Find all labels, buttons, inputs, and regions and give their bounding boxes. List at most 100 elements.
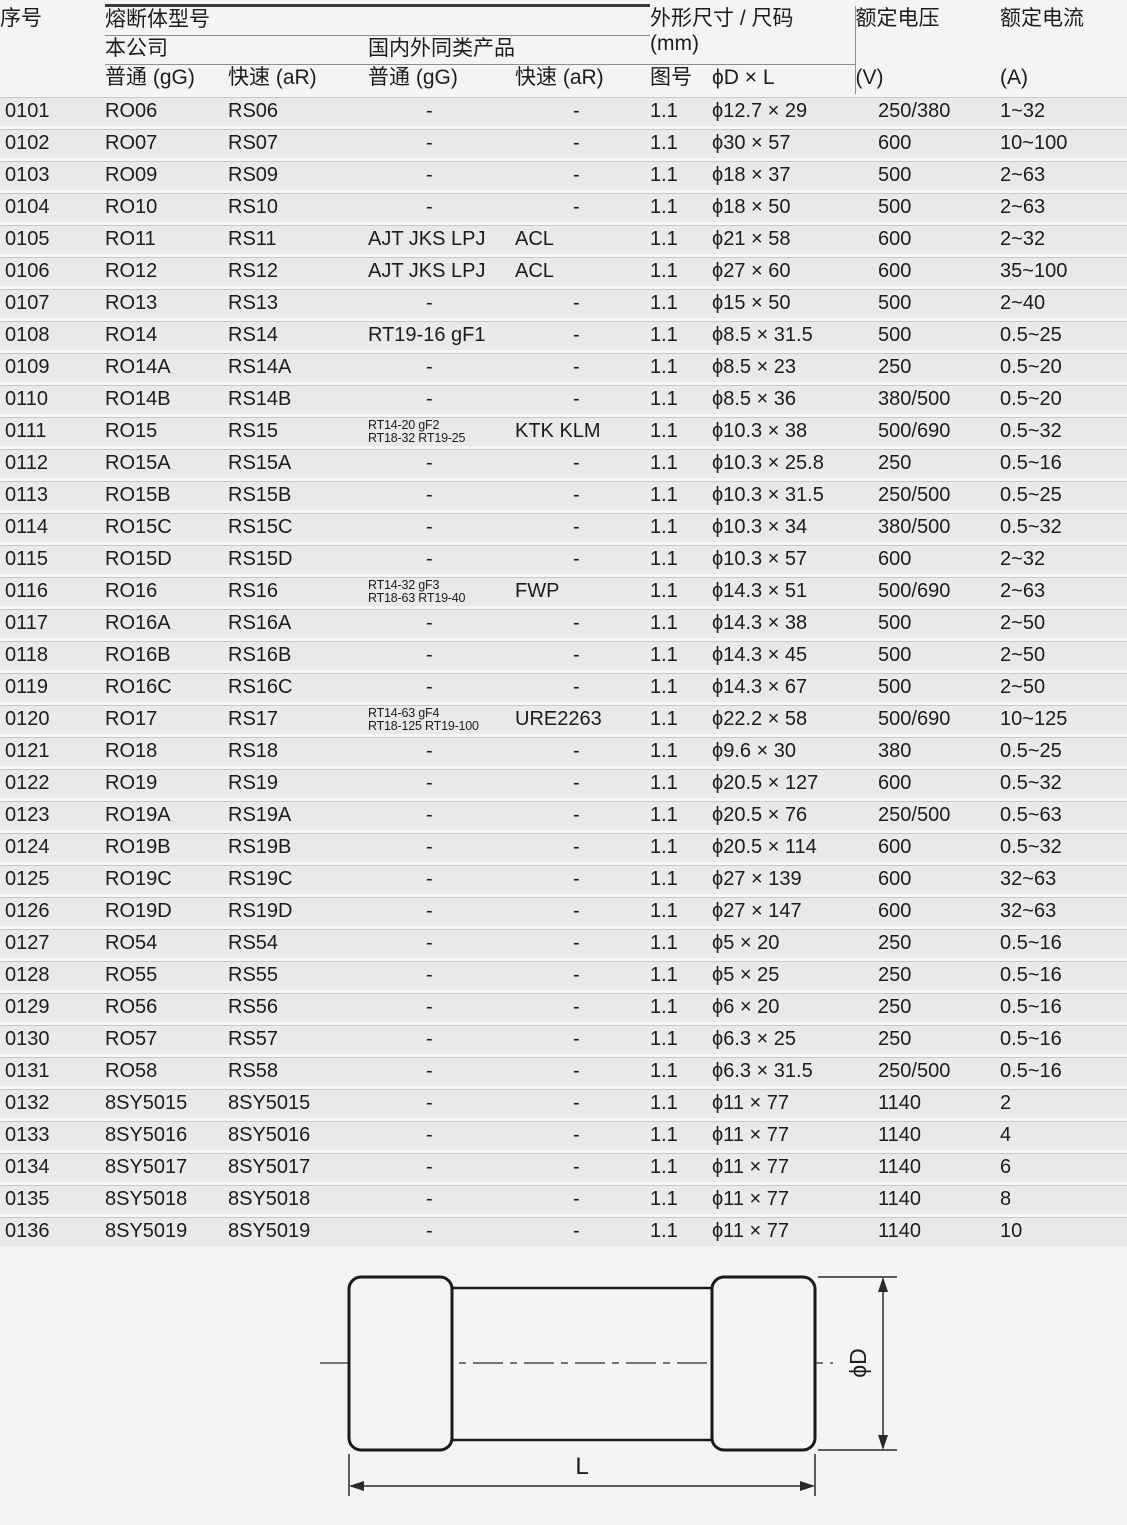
- table-cell: RS12: [228, 254, 368, 288]
- table-cell: RO11: [105, 222, 228, 256]
- table-cell: 250: [855, 446, 1001, 480]
- table-cell: RO15: [105, 414, 228, 448]
- table-cell: -: [515, 1054, 650, 1088]
- table-cell: -: [515, 126, 650, 160]
- table-cell: 1~32: [1000, 94, 1127, 128]
- table-cell: 500: [855, 158, 1001, 192]
- table-cell: -: [515, 926, 650, 960]
- table-cell: 600: [855, 894, 1001, 928]
- table-cell: RS19D: [228, 894, 368, 928]
- table-cell: 0111: [0, 414, 105, 448]
- table-cell: RS56: [228, 990, 368, 1024]
- table-cell: 0.5~16: [1000, 990, 1127, 1024]
- table-row: 0127 RO54 RS54- -1.1 ϕ5 × 20 250 0.5~16: [0, 926, 1127, 960]
- table-cell: 1.1: [650, 798, 712, 832]
- table-cell: RO10: [105, 190, 228, 224]
- table-cell: RS16: [228, 574, 368, 608]
- table-cell: 0135: [0, 1182, 105, 1216]
- table-cell: ϕ8.5 × 36: [712, 382, 856, 416]
- table-cell: 0110: [0, 382, 105, 416]
- table-cell: -: [368, 830, 515, 864]
- table-cell: ϕ6 × 20: [712, 990, 856, 1024]
- table-cell: 8SY5018: [228, 1182, 368, 1216]
- table-cell: KTK KLM: [515, 414, 650, 448]
- table-row: 0109 RO14A RS14A - -1.1 ϕ8.5 × 23 250 0.5~20: [0, 350, 1127, 384]
- table-cell: 0115: [0, 542, 105, 576]
- table-cell: ϕ18 × 37: [712, 158, 856, 192]
- table-cell: RT14-20 gF2 RT18-32 RT19-25: [368, 414, 515, 448]
- table-cell: -: [515, 958, 650, 992]
- table-cell: ϕ11 × 77: [712, 1118, 856, 1152]
- table-cell: 500: [855, 286, 1001, 320]
- table-cell: RS17: [228, 702, 368, 736]
- table-cell: -: [515, 1022, 650, 1056]
- table-header: 序号 熔断体型号 外形尺寸 / 尺码 (mm) 额定电压 额定电流 本公司 国内…: [0, 4, 1127, 97]
- header-company-group: 本公司: [105, 35, 368, 65]
- table-cell: 8SY5015: [228, 1086, 368, 1120]
- header-model-group: 熔断体型号: [105, 4, 650, 36]
- table-cell: RO15A: [105, 446, 228, 480]
- table-cell: 0118: [0, 638, 105, 672]
- table-cell: FWP: [515, 574, 650, 608]
- table-cell: RS55: [228, 958, 368, 992]
- table-cell: ϕ8.5 × 31.5: [712, 318, 856, 352]
- table-cell: ϕ10.3 × 57: [712, 542, 856, 576]
- arrow-left-icon: [349, 1481, 364, 1491]
- table-cell: ϕ11 × 77: [712, 1150, 856, 1184]
- header-voltage-unit: (V): [855, 64, 1001, 97]
- header-gg-similar: 普通 (gG): [368, 64, 515, 97]
- table-cell: 500: [855, 638, 1001, 672]
- table-cell: 0.5~32: [1000, 830, 1127, 864]
- table-cell: RO55: [105, 958, 228, 992]
- table-cell: 1.1: [650, 766, 712, 800]
- table-cell: 1.1: [650, 350, 712, 384]
- table-row: 0131 RO58 RS58- -1.1 ϕ6.3 × 31.5 250/500 0.5~1…: [0, 1054, 1127, 1088]
- table-cell: ϕ14.3 × 67: [712, 670, 856, 704]
- table-cell: 10: [1000, 1214, 1127, 1246]
- table-cell: RO15B: [105, 478, 228, 512]
- table-cell: 1140: [855, 1150, 1001, 1184]
- table-cell: 1.1: [650, 862, 712, 896]
- table-cell: 500: [855, 190, 1001, 224]
- table-row: 0134 8SY5017 8SY5017- -1.1 ϕ11 × 77 1140 6: [0, 1150, 1127, 1184]
- table-cell: 500/690: [855, 574, 1001, 608]
- table-cell: ϕ11 × 77: [712, 1086, 856, 1120]
- table-row: 0103 RO09 RS09- -1.1 ϕ18 × 37 500 2~63: [0, 158, 1127, 192]
- table-cell: 500: [855, 670, 1001, 704]
- table-cell: RS16B: [228, 638, 368, 672]
- table-cell: -: [368, 1182, 515, 1216]
- table-cell: ϕ14.3 × 45: [712, 638, 856, 672]
- table-cell: RO15C: [105, 510, 228, 544]
- table-cell: 10~125: [1000, 702, 1127, 736]
- table-cell: 1.1: [650, 638, 712, 672]
- table-cell: -: [368, 670, 515, 704]
- table-cell: ϕ11 × 77: [712, 1182, 856, 1216]
- table-cell: -: [515, 382, 650, 416]
- header-dimensions-group: 外形尺寸 / 尺码 (mm): [650, 5, 856, 65]
- table-cell: 1.1: [650, 222, 712, 256]
- table-cell: 1.1: [650, 990, 712, 1024]
- table-cell: 1.1: [650, 1022, 712, 1056]
- table-cell: RS14A: [228, 350, 368, 384]
- header-dimensions-line1: 外形尺寸 / 尺码: [650, 6, 794, 30]
- table-cell: 600: [855, 766, 1001, 800]
- fuse-cap-left: [347, 1275, 454, 1452]
- table-cell: ϕ11 × 77: [712, 1214, 856, 1246]
- table-cell: 0105: [0, 222, 105, 256]
- table-cell: 380: [855, 734, 1001, 768]
- table-row: 0114 RO15C RS15C - -1.1 ϕ10.3 × 34 380/500 0.5~…: [0, 510, 1127, 544]
- table-row: 0118 RO16B RS16B - -1.1 ϕ14.3 × 45 500 2~50: [0, 638, 1127, 672]
- header-dxl: ϕD × L: [712, 64, 856, 97]
- table-cell: 1.1: [650, 830, 712, 864]
- table-cell: ϕ18 × 50: [712, 190, 856, 224]
- table-cell: RO19C: [105, 862, 228, 896]
- table-cell: -: [368, 862, 515, 896]
- table-cell: 0.5~20: [1000, 382, 1127, 416]
- table-cell: 35~100: [1000, 254, 1127, 288]
- table-cell: 0108: [0, 318, 105, 352]
- table-cell: 380/500: [855, 510, 1001, 544]
- table-cell: 0.5~20: [1000, 350, 1127, 384]
- table-cell: 1.1: [650, 254, 712, 288]
- table-cell: -: [368, 734, 515, 768]
- table-cell: 1.1: [650, 1086, 712, 1120]
